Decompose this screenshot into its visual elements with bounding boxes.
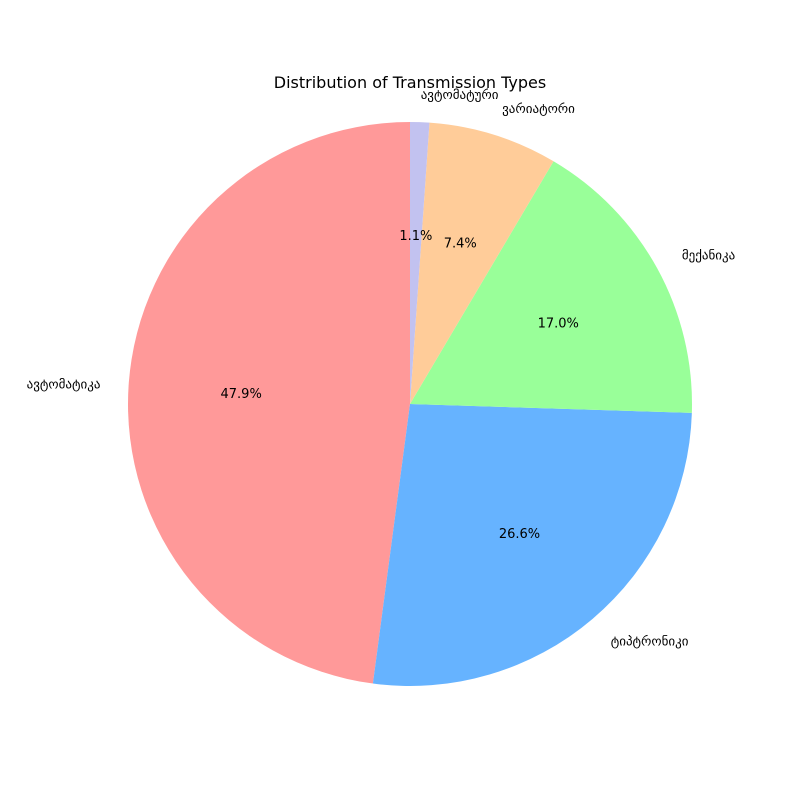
pie-labels: ავტომატიკა 47.9% ტიპტრონიკი 26.6% მექანიკა 17… (27, 88, 736, 650)
slice-percentage-label: 26.6% (499, 527, 540, 542)
pie-slice (372, 404, 692, 687)
slice-category-label: მექანიკა (682, 249, 735, 264)
slice-percentage-label: 17.0% (538, 316, 579, 331)
pie-slice (410, 122, 430, 404)
pie-slices (127, 122, 692, 687)
pie-slice (410, 161, 692, 413)
slice-percentage-label: 1.1% (399, 229, 432, 244)
chart-title: Distribution of Transmission Types (274, 73, 546, 92)
slice-category-label: ვარიატორი (502, 102, 575, 117)
pie-slice (410, 122, 554, 404)
pie-slice (127, 122, 411, 684)
slice-percentage-label: 47.9% (221, 387, 262, 402)
slice-percentage-label: 7.4% (444, 236, 477, 251)
slice-category-label: ავტომატიკა (27, 378, 101, 393)
slice-category-label: ტიპტრონიკი (611, 635, 689, 650)
slice-category-label: ავტომატური (421, 88, 499, 103)
